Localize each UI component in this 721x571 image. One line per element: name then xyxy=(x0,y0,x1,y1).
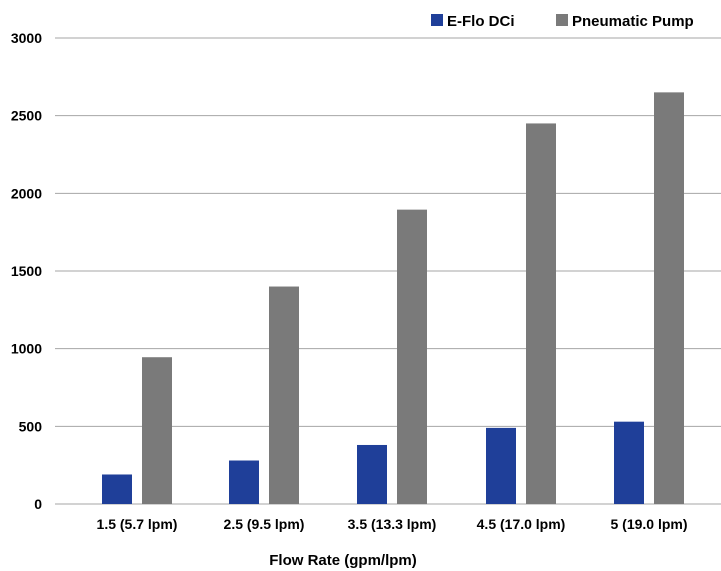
legend-label-0: E-Flo DCi xyxy=(447,13,515,30)
bar-eflo-0 xyxy=(102,474,132,504)
y-tick-label: 2500 xyxy=(11,108,42,124)
bar-eflo-2 xyxy=(357,444,387,504)
bar-eflo-1 xyxy=(229,460,259,504)
bars xyxy=(102,92,684,505)
bar-eflo-3 xyxy=(486,427,516,504)
x-tick-label: 4.5 (17.0 lpm) xyxy=(477,516,566,532)
bar-pneumatic-2 xyxy=(397,209,427,505)
y-tick-label: 1000 xyxy=(11,341,42,357)
legend-swatch-1 xyxy=(556,14,568,26)
legend-swatch-0 xyxy=(431,14,443,26)
x-axis-ticks: 1.5 (5.7 lpm) 2.5 (9.5 lpm) 3.5 (13.3 lpm)… xyxy=(97,516,688,532)
bar-pneumatic-1 xyxy=(269,286,299,504)
bar-pneumatic-0 xyxy=(142,357,172,504)
y-tick-label: 3000 xyxy=(11,30,42,46)
y-tick-label: 500 xyxy=(19,418,43,434)
legend: E-Flo DCi Pneumatic Pump xyxy=(431,13,694,30)
x-axis-title: Flow Rate (gpm/lpm) xyxy=(269,552,417,569)
bar-pneumatic-4 xyxy=(654,92,684,504)
x-tick-label: 2.5 (9.5 lpm) xyxy=(224,516,305,532)
x-tick-label: 5 (19.0 lpm) xyxy=(610,516,687,532)
y-axis-ticks: 0 500 1000 1500 2000 2500 3000 xyxy=(11,30,42,512)
bar-pneumatic-3 xyxy=(526,123,556,504)
y-tick-label: 0 xyxy=(34,496,42,512)
x-tick-label: 3.5 (13.3 lpm) xyxy=(348,516,437,532)
bar-eflo-4 xyxy=(614,421,644,504)
y-tick-label: 1500 xyxy=(11,263,42,279)
y-tick-label: 2000 xyxy=(11,185,42,201)
legend-label-1: Pneumatic Pump xyxy=(572,13,694,30)
x-tick-label: 1.5 (5.7 lpm) xyxy=(97,516,178,532)
